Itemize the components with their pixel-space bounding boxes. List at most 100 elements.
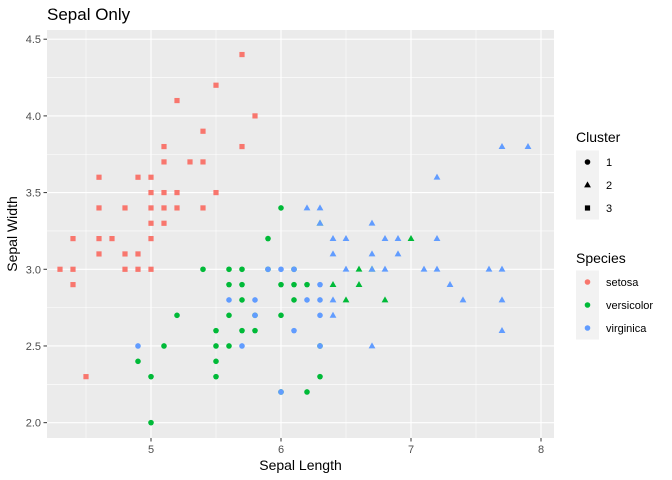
data-point-setosa: [148, 189, 154, 196]
data-point-setosa: [135, 174, 141, 180]
chart-title: Sepal Only: [47, 5, 131, 24]
y-tick-label: 2.5: [26, 341, 41, 353]
legend-cluster: Cluster 1 2 3: [576, 129, 621, 220]
legend-species-virginica-key: [584, 325, 591, 331]
data-point-virginica: [291, 327, 297, 334]
data-point-virginica: [317, 312, 323, 319]
data-point-virginica: [329, 250, 337, 257]
data-point-virginica: [446, 281, 454, 288]
data-point-versicolor: [226, 281, 232, 288]
data-point-versicolor: [239, 297, 245, 303]
data-point-virginica: [226, 297, 232, 303]
data-point-virginica: [368, 219, 376, 226]
data-point-virginica: [498, 296, 506, 303]
data-point-versicolor: [161, 343, 167, 349]
data-point-versicolor: [239, 327, 245, 334]
data-point-versicolor: [342, 296, 350, 303]
data-point-virginica: [498, 265, 506, 272]
y-tick-label: 4.0: [26, 111, 41, 123]
data-point-virginica: [317, 297, 323, 303]
data-point-setosa: [200, 159, 206, 165]
data-point-setosa: [239, 143, 245, 150]
data-point-virginica: [433, 265, 441, 272]
x-axis: 5 6 7 8: [148, 438, 544, 456]
data-point-setosa: [57, 266, 63, 272]
data-point-virginica: [252, 312, 258, 319]
data-point-setosa: [200, 128, 206, 134]
legend-cluster-label: 2: [606, 180, 612, 192]
data-point-setosa: [252, 113, 258, 119]
y-tick-label: 4.5: [26, 34, 41, 46]
data-point-versicolor: [226, 312, 232, 319]
data-point-versicolor: [278, 312, 284, 319]
data-point-versicolor: [278, 205, 284, 211]
data-point-virginica: [368, 250, 376, 257]
data-point-virginica: [485, 265, 493, 272]
data-point-versicolor: [213, 327, 219, 334]
legend-cluster-triangle-key: [584, 181, 591, 188]
data-point-virginica: [252, 297, 258, 303]
x-tick-label: 8: [538, 444, 544, 456]
data-point-setosa: [70, 236, 76, 242]
data-point-virginica: [317, 343, 323, 349]
data-point-virginica: [433, 235, 441, 242]
data-point-virginica: [433, 173, 441, 180]
data-point-virginica: [135, 343, 141, 349]
legend-species-title: Species: [576, 250, 626, 266]
data-point-versicolor: [291, 297, 297, 303]
data-point-versicolor: [213, 358, 219, 365]
data-point-versicolor: [278, 281, 284, 288]
data-point-setosa: [174, 205, 180, 211]
data-point-setosa: [96, 251, 102, 257]
y-tick-label: 2.0: [26, 418, 41, 430]
data-point-versicolor: [213, 373, 219, 380]
data-point-setosa: [70, 282, 76, 288]
data-point-versicolor: [226, 266, 232, 273]
data-point-versicolor: [355, 265, 363, 272]
data-point-setosa: [148, 174, 154, 180]
data-point-setosa: [174, 189, 180, 196]
data-point-setosa: [83, 374, 89, 380]
data-point-setosa: [213, 82, 219, 88]
data-point-setosa: [96, 174, 102, 180]
data-point-versicolor: [381, 296, 389, 303]
legend-cluster-label: 3: [606, 203, 612, 215]
data-point-setosa: [148, 266, 154, 272]
data-point-setosa: [187, 159, 193, 165]
data-point-virginica: [381, 265, 389, 272]
data-point-versicolor: [148, 419, 154, 426]
x-tick-label: 6: [278, 444, 284, 456]
data-point-virginica: [329, 235, 337, 242]
data-point-virginica: [291, 266, 297, 273]
data-point-setosa: [135, 251, 141, 257]
legend-species-versicolor-key: [584, 302, 591, 308]
data-point-setosa: [148, 220, 154, 226]
grid-minor: [47, 30, 554, 438]
data-point-virginica: [381, 235, 389, 242]
legend-cluster-label: 1: [606, 157, 612, 169]
data-point-virginica: [394, 250, 402, 257]
data-point-versicolor: [329, 281, 337, 288]
data-point-virginica: [317, 281, 323, 288]
data-point-virginica: [278, 389, 284, 395]
legend-species-setosa-key: [584, 279, 591, 285]
data-point-virginica: [342, 265, 350, 272]
data-point-virginica: [368, 265, 376, 272]
data-point-virginica: [420, 265, 428, 272]
data-point-versicolor: [355, 281, 363, 288]
legend-cluster-circle-key: [584, 159, 591, 165]
data-point-setosa: [148, 205, 154, 211]
data-point-virginica: [239, 343, 245, 349]
data-point-setosa: [122, 266, 128, 272]
y-tick-label: 3.5: [26, 188, 41, 200]
data-point-setosa: [174, 97, 180, 104]
legend-species: Species setosa versicolor virginica: [576, 250, 653, 340]
data-point-virginica: [278, 266, 284, 273]
data-point-virginica: [316, 219, 324, 226]
legend-cluster-square-key: [584, 205, 591, 211]
data-point-virginica: [265, 266, 271, 273]
data-point-versicolor: [317, 373, 323, 380]
data-point-versicolor: [239, 266, 245, 273]
data-point-setosa: [70, 266, 76, 272]
